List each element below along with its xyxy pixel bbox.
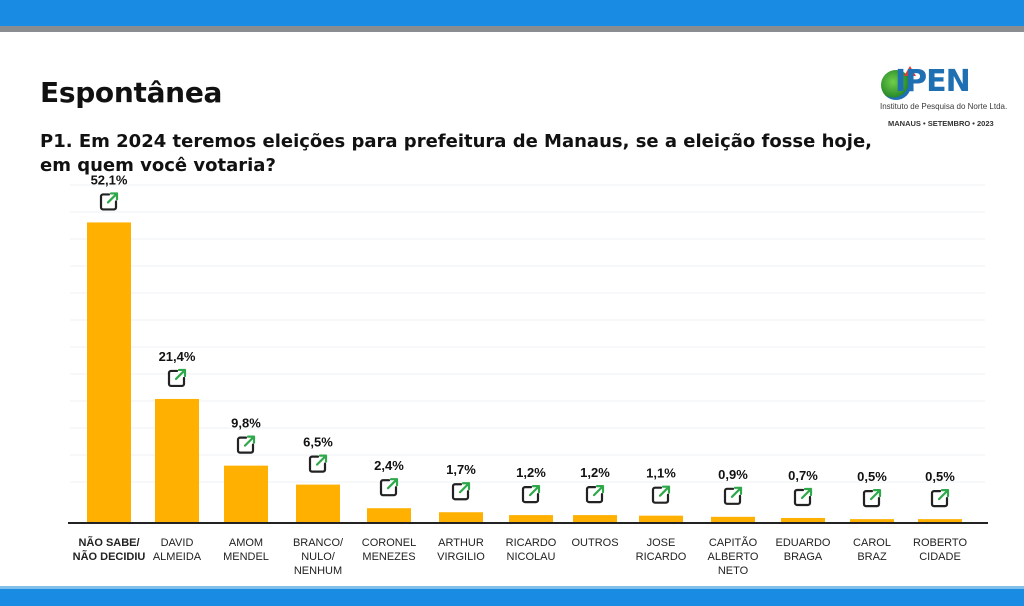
category-label-line: DAVID [161, 537, 194, 549]
share-icon[interactable] [862, 489, 882, 508]
bar [296, 484, 340, 522]
category-label-line: MENDEL [223, 551, 269, 563]
category-label: EDUARDO BRAGA [775, 537, 830, 563]
category-label-line: VIRGILIO [437, 551, 485, 563]
data-label: 21,4% [159, 349, 196, 364]
category-label: BRANCO/NULO/NENHUM [293, 537, 344, 577]
logo-name: IPEN [895, 64, 971, 99]
category-label: CAROL BRAZ [853, 537, 891, 563]
share-icon[interactable] [585, 485, 605, 504]
share-icon[interactable] [651, 485, 671, 504]
top-banner [0, 0, 1024, 26]
category-label: ROBERTO CIDADE [913, 537, 967, 563]
category-label: CAPITÃO ALBERTO NETO [708, 536, 759, 577]
category-label-line: RICARDO [506, 537, 557, 549]
share-icon[interactable] [167, 368, 187, 388]
category-label-line: ARTHUR [438, 537, 484, 549]
bar [367, 508, 411, 522]
category-label-line: BRAZ [857, 551, 887, 563]
share-icon[interactable] [99, 192, 119, 211]
data-label: 0,7% [788, 468, 818, 483]
category-label: OUTROS [571, 537, 618, 549]
category-label-line: BRAGA [784, 551, 823, 563]
category-label-line: CAPITÃO [709, 536, 758, 549]
category-label: CORONEL MENEZES [362, 537, 416, 563]
ipen-logo: IPEN Instituto de Pesquisa do Norte Ltda… [878, 66, 1008, 132]
category-label-line: OUTROS [571, 537, 618, 549]
bar [509, 515, 553, 522]
category-label-line: NÃO DECIDIU [73, 550, 146, 563]
bar [781, 517, 825, 522]
category-label-line: ROBERTO [913, 537, 967, 549]
data-label: 9,8% [231, 416, 261, 431]
data-label: 0,5% [925, 469, 955, 484]
share-icon[interactable] [930, 489, 950, 508]
share-icon[interactable] [521, 485, 541, 504]
bar [639, 515, 683, 522]
category-label-line: MENEZES [362, 551, 415, 563]
category-label-line: CIDADE [919, 551, 961, 563]
category-label-line: JOSE [647, 537, 676, 549]
category-label-line: NENHUM [294, 565, 342, 577]
category-label-line: NICOLAU [507, 551, 556, 563]
data-label: 52,1% [91, 172, 128, 187]
category-label-line: BRANCO/ [293, 537, 344, 549]
category-label-line: RICARDO [636, 551, 687, 563]
category-label-line: NÃO SABE/ [78, 536, 139, 549]
category-label: ARTHUR VIRGILIO [437, 537, 485, 563]
category-label-line: NULO/ [301, 551, 336, 563]
data-label: 1,2% [516, 465, 546, 480]
bar [918, 519, 962, 522]
bar [439, 512, 483, 522]
data-label: 1,1% [646, 466, 676, 481]
page-title: Espontânea [40, 76, 223, 109]
data-label: 0,9% [718, 467, 748, 482]
category-label-line: NETO [718, 565, 749, 577]
share-icon[interactable] [451, 482, 471, 501]
arrow-up-icon [904, 66, 916, 76]
logo-date: MANAUS • SETEMBRO • 2023 [888, 119, 994, 128]
category-label: AMOM MENDEL [223, 537, 269, 563]
category-label: RICARDO NICOLAU [506, 537, 557, 563]
share-icon[interactable] [723, 486, 743, 505]
bar [850, 519, 894, 522]
bar [155, 398, 199, 522]
bar [224, 465, 268, 522]
category-label: DAVID ALMEIDA [153, 537, 202, 563]
category-label-line: CAROL [853, 537, 891, 549]
category-label: NÃO SABE/NÃO DECIDIU [73, 536, 146, 563]
top-banner-divider [0, 26, 1024, 32]
data-label: 0,5% [857, 469, 887, 484]
share-icon[interactable] [236, 435, 256, 454]
category-label-line: CORONEL [362, 537, 416, 549]
category-label-line: EDUARDO [775, 537, 830, 549]
share-icon[interactable] [379, 478, 399, 497]
category-label-line: ALBERTO [708, 551, 759, 563]
data-label: 2,4% [374, 458, 404, 473]
bar [711, 516, 755, 522]
category-label: JOSE RICARDO [636, 537, 687, 563]
category-label-line: ALMEIDA [153, 551, 202, 563]
bar [573, 515, 617, 522]
data-label: 1,7% [446, 462, 476, 477]
bar [87, 222, 131, 523]
share-icon[interactable] [793, 487, 813, 507]
survey-question: P1. Em 2024 teremos eleições para prefei… [40, 131, 873, 176]
category-label-line: AMOM [229, 537, 263, 549]
bottom-banner [0, 586, 1024, 606]
data-label: 6,5% [303, 435, 333, 450]
logo-subtitle: Instituto de Pesquisa do Norte Ltda. [880, 102, 1008, 111]
data-label: 1,2% [580, 465, 610, 480]
share-icon[interactable] [308, 454, 328, 473]
